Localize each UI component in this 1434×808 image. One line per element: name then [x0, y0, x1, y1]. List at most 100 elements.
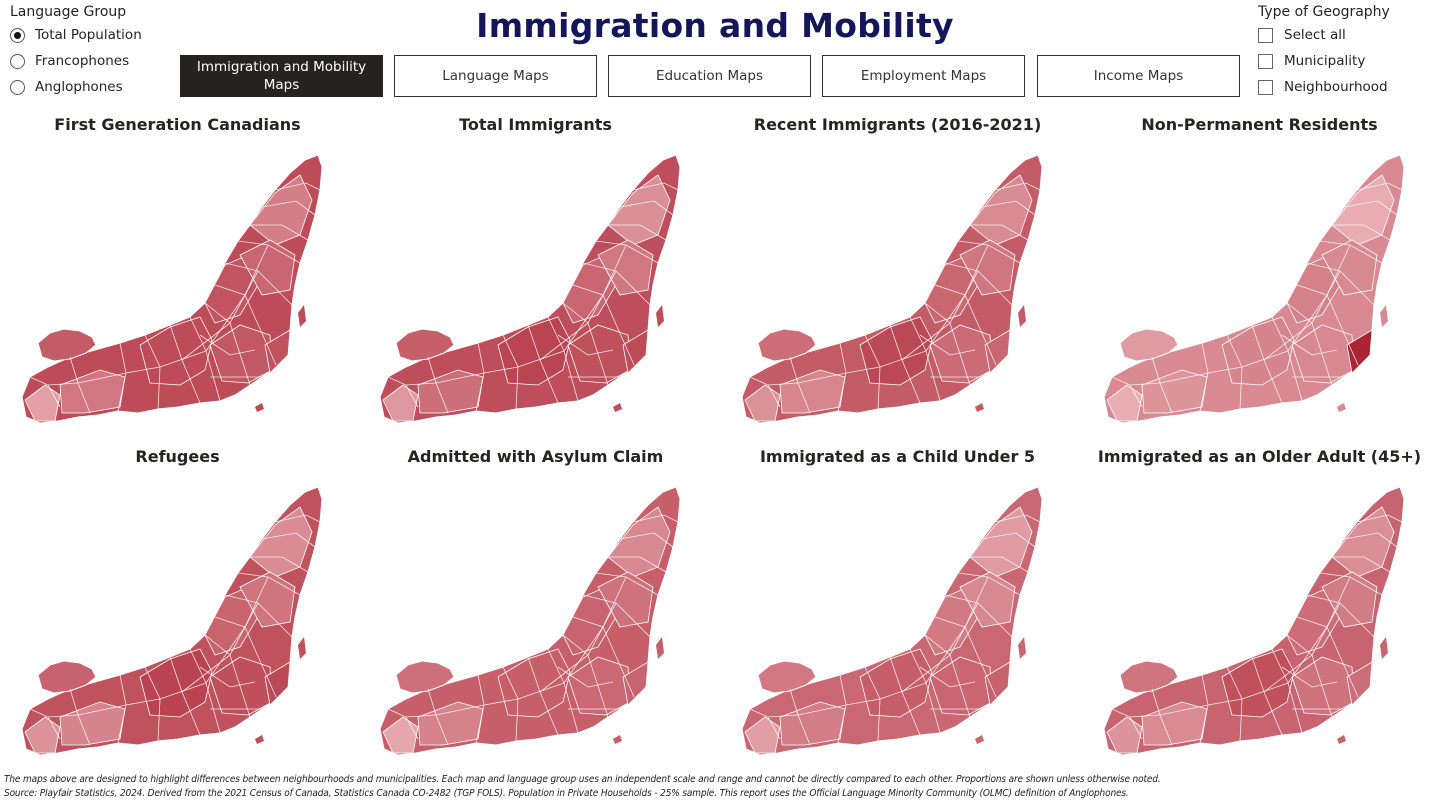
neighbourhood-boundary	[1332, 556, 1391, 573]
neighbourhood-region	[24, 716, 61, 754]
neighbourhood-region	[1141, 369, 1208, 414]
neighbourhood-boundary	[261, 200, 316, 216]
neighbourhood-region	[959, 571, 1016, 628]
map-immigrated-child-under-5: Immigrated as a Child Under 5	[720, 447, 1075, 767]
radio-total-population[interactable]: Total Population	[10, 22, 180, 48]
neighbourhood-boundary	[250, 556, 309, 573]
radio-button[interactable]	[10, 79, 25, 95]
checkbox-label: Neighbourhood	[1284, 79, 1388, 95]
choropleth-map[interactable]	[0, 477, 355, 767]
neighbourhood-boundary	[1281, 666, 1338, 688]
neighbourhood-boundary	[539, 322, 589, 361]
neighbourhood-region	[1221, 316, 1295, 386]
neighbourhood-region	[984, 661, 1011, 706]
neighbourhood-region	[744, 716, 781, 754]
small-island	[1018, 637, 1026, 659]
neighbourhood-region	[779, 369, 846, 414]
neighbourhood-region	[1106, 384, 1143, 422]
neighbourhood-boundary	[557, 334, 614, 356]
neighbourhood-region	[959, 239, 1016, 296]
neighbourhood-boundary	[981, 532, 1036, 548]
island-region	[37, 328, 97, 362]
choropleth-map[interactable]	[358, 477, 713, 767]
neighbourhood-boundary	[1263, 654, 1313, 693]
neighbourhood-region	[239, 571, 296, 628]
neighbourhood-region	[417, 369, 484, 414]
neighbourhood-boundary	[563, 294, 604, 352]
neighbourhood-boundary	[925, 626, 966, 684]
nav-income-maps-button[interactable]: Income Maps	[1037, 55, 1240, 97]
neighbourhood-boundary	[632, 514, 679, 523]
neighbourhood-boundary	[919, 334, 976, 356]
footnote-source: Source: Playfair Statistics, 2024. Deriv…	[4, 787, 1129, 799]
neighbourhood-boundary	[250, 224, 309, 241]
neighbourhood-region	[264, 661, 291, 706]
neighbourhood-boundary	[797, 704, 847, 716]
checkbox[interactable]	[1258, 53, 1273, 69]
checkbox-municipality[interactable]: Municipality	[1258, 48, 1428, 74]
radio-label: Anglophones	[35, 79, 123, 95]
island-region	[37, 660, 97, 694]
map-immigrated-older-adult: Immigrated as an Older Adult (45+)	[1082, 447, 1434, 767]
nav-employment-maps-button[interactable]: Employment Maps	[822, 55, 1025, 97]
radio-anglophones[interactable]: Anglophones	[10, 74, 180, 100]
map-title: Refugees	[135, 447, 220, 466]
neighbourhood-boundary	[181, 654, 231, 693]
neighbourhood-boundary	[797, 372, 847, 384]
island-region	[395, 328, 455, 362]
neighbourhood-region	[597, 239, 654, 296]
checkbox-neighbourhood[interactable]: Neighbourhood	[1258, 74, 1428, 100]
neighbourhood-boundary	[1343, 200, 1398, 216]
neighbourhood-region	[139, 648, 213, 718]
choropleth-map[interactable]	[1082, 145, 1434, 435]
island-region	[1119, 660, 1179, 694]
neighbourhood-boundary	[767, 714, 799, 718]
neighbourhood-boundary	[483, 366, 519, 374]
neighbourhood-boundary	[608, 224, 667, 241]
radio-button[interactable]	[10, 53, 25, 69]
map-recent-immigrants: Recent Immigrants (2016-2021)	[720, 115, 1075, 435]
radio-francophones[interactable]: Francophones	[10, 48, 180, 74]
choropleth-map[interactable]	[720, 145, 1075, 435]
map-first-generation-canadians: First Generation Canadians	[0, 115, 355, 435]
neighbourhood-region	[1321, 239, 1378, 296]
neighbourhood-boundary	[1129, 714, 1161, 718]
footnote-line-1: The maps above are designed to highlight…	[4, 774, 1161, 785]
checkbox[interactable]	[1258, 27, 1273, 43]
choropleth-map[interactable]	[0, 145, 355, 435]
map-title: First Generation Canadians	[54, 115, 301, 134]
checkbox[interactable]	[1258, 79, 1273, 95]
neighbourhood-boundary	[199, 666, 256, 688]
small-island	[1018, 305, 1026, 327]
choropleth-map[interactable]	[720, 477, 1075, 767]
neighbourhood-boundary	[619, 200, 674, 216]
checkbox-select-all[interactable]: Select all	[1258, 22, 1428, 48]
map-title: Non-Permanent Residents	[1141, 115, 1378, 134]
neighbourhood-boundary	[964, 244, 989, 296]
nav-education-maps-button[interactable]: Education Maps	[608, 55, 811, 97]
neighbourhood-boundary	[274, 514, 321, 523]
neighbourhood-boundary	[205, 626, 246, 684]
neighbourhood-boundary	[994, 514, 1041, 523]
language-group-slicer: Language Group Total Population Francoph…	[10, 2, 180, 100]
nav-language-maps-button[interactable]: Language Maps	[394, 55, 597, 97]
neighbourhood-boundary	[244, 576, 269, 628]
neighbourhood-region	[779, 701, 846, 746]
geography-slicer: Type of Geography Select all Municipalit…	[1258, 2, 1428, 100]
map-title: Total Immigrants	[459, 115, 612, 134]
neighbourhood-region	[417, 701, 484, 746]
checkbox-label: Municipality	[1284, 53, 1366, 69]
small-island	[298, 305, 306, 327]
radio-button-selected[interactable]	[10, 27, 25, 43]
choropleth-map[interactable]	[1082, 477, 1434, 767]
neighbourhood-boundary	[483, 698, 519, 706]
neighbourhood-boundary	[970, 556, 1029, 573]
choropleth-map[interactable]	[358, 145, 713, 435]
small-island	[656, 637, 664, 659]
neighbourhood-boundary	[845, 366, 881, 374]
neighbourhood-region	[382, 384, 419, 422]
neighbourhood-boundary	[619, 532, 674, 548]
nav-immigration-mobility-maps-button[interactable]: Immigration and Mobility Maps	[180, 55, 383, 97]
neighbourhood-region	[1221, 648, 1295, 718]
island-region	[1119, 328, 1179, 362]
